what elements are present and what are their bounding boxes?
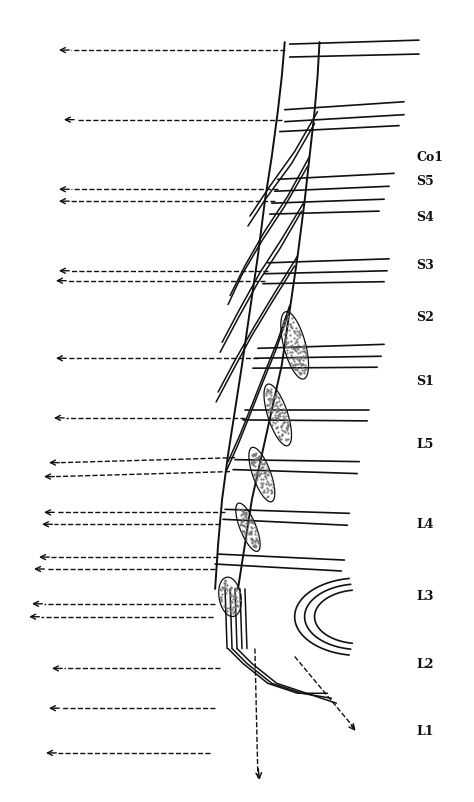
Text: L2: L2 [416, 658, 434, 670]
Text: S2: S2 [416, 311, 434, 324]
Text: S5: S5 [416, 176, 434, 188]
Text: S4: S4 [416, 211, 434, 224]
Text: L5: L5 [416, 439, 433, 452]
Text: L1: L1 [416, 725, 434, 739]
Text: L4: L4 [416, 518, 434, 531]
Text: Co1: Co1 [416, 152, 443, 164]
Text: S3: S3 [416, 259, 434, 272]
Text: L3: L3 [416, 589, 433, 603]
Text: S1: S1 [416, 375, 434, 387]
